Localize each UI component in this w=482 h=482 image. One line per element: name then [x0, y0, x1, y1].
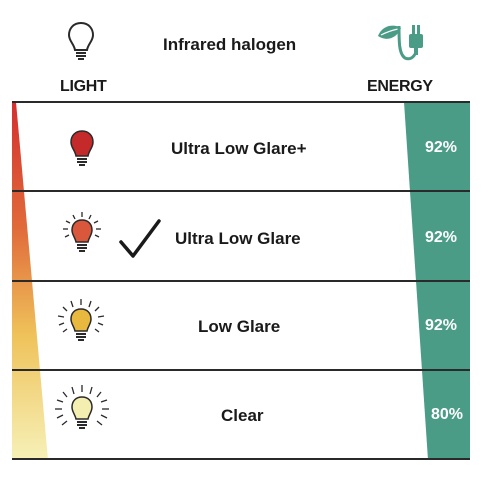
checkmark-icon [118, 218, 162, 260]
row-label-low-glare: Low Glare [198, 317, 281, 336]
row-label-ultra-low-glare-plus: Ultra Low Glare+ [171, 139, 307, 158]
row-divider [12, 458, 470, 460]
leaf-plug-icon [375, 20, 429, 68]
energy-value: 80% [431, 406, 464, 423]
pale-bulb-rays-icon [54, 384, 110, 444]
orange-bulb-rays-icon [60, 210, 104, 262]
row-label-ultra-low-glare: Ultra Low Glare [175, 229, 301, 248]
row-divider [12, 369, 470, 371]
header-lightbulb-icon [66, 20, 96, 62]
row-divider [12, 190, 470, 192]
row-divider [12, 101, 470, 103]
row-divider [12, 280, 470, 282]
energy-value: 92% [425, 139, 458, 156]
energy-column-label: ENERGY [367, 78, 433, 95]
header-title: Infrared halogen [163, 35, 297, 54]
row-label-clear: Clear [221, 406, 264, 425]
light-column-label: LIGHT [60, 78, 107, 95]
red-bulb-icon [62, 124, 102, 172]
energy-value: 92% [425, 229, 458, 246]
yellow-bulb-rays-icon [56, 298, 106, 354]
energy-value: 92% [425, 317, 458, 334]
